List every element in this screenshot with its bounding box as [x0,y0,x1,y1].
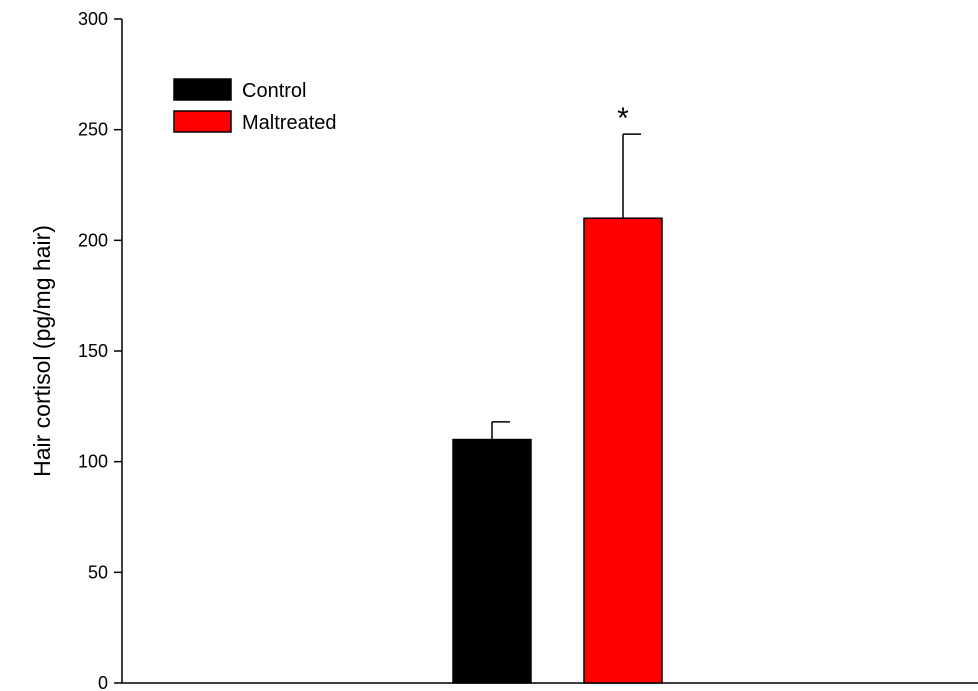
legend-label-control: Control [242,80,306,102]
legend: Control Maltreated [173,78,337,134]
y-tick-label: 150 [78,341,108,361]
legend-swatch-control [173,78,232,101]
legend-label-maltreated: Maltreated [242,112,337,134]
bar-maltreated [583,217,663,684]
significance-marker: * [617,102,629,135]
y-axis-ticks: 0 50 100 150 200 250 300 [78,9,122,691]
bars [452,217,663,684]
y-tick-label: 50 [88,562,108,582]
y-tick-label: 0 [98,673,108,691]
y-tick-label: 100 [78,452,108,472]
annotations: * [617,102,629,135]
y-tick-label: 250 [78,120,108,140]
y-axis-title: Hair cortisol (pg/mg hair) [29,225,55,477]
y-tick-label: 200 [78,230,108,250]
error-bars [491,133,641,440]
legend-swatch-maltreated [173,110,232,133]
y-tick-label: 300 [78,9,108,29]
bar-control [452,438,532,684]
